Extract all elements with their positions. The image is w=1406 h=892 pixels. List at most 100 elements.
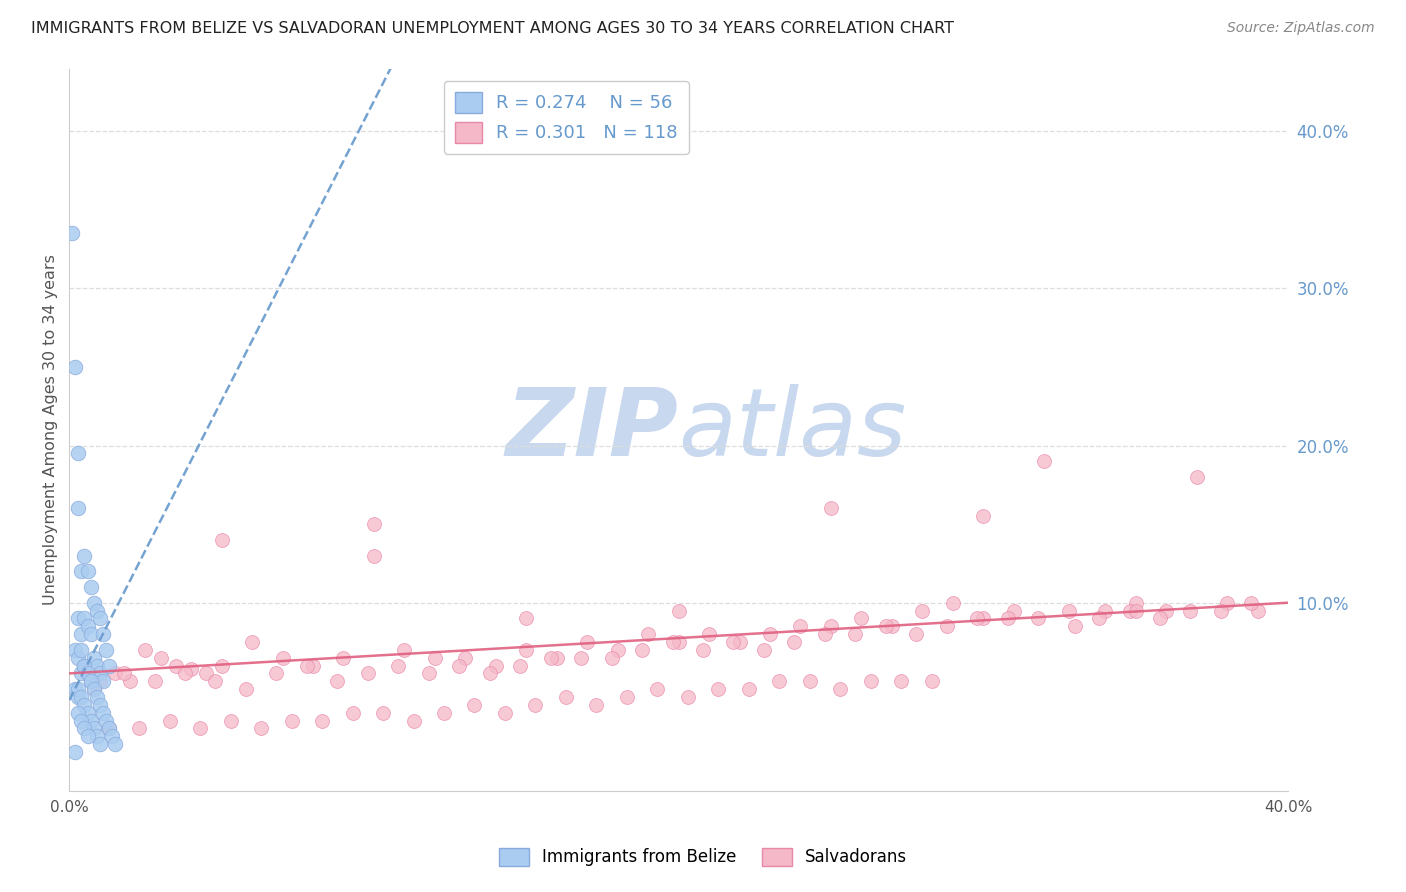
Point <box>73 658 96 673</box>
Point <box>76 706 98 720</box>
Point <box>67 682 90 697</box>
Point <box>789 619 811 633</box>
Point <box>1240 596 1263 610</box>
Point <box>76 729 98 743</box>
Point <box>271 650 294 665</box>
Point <box>101 729 124 743</box>
Point <box>266 666 288 681</box>
Point <box>668 603 690 617</box>
Point <box>94 714 117 728</box>
Point <box>600 650 623 665</box>
Point <box>759 627 782 641</box>
Point <box>851 611 873 625</box>
Point <box>134 643 156 657</box>
Point <box>387 658 409 673</box>
Point <box>342 706 364 720</box>
Point <box>935 619 957 633</box>
Point <box>240 635 263 649</box>
Point <box>363 517 385 532</box>
Point <box>79 714 101 728</box>
Point <box>1057 603 1080 617</box>
Point <box>433 706 456 720</box>
Point <box>97 658 120 673</box>
Point <box>972 611 994 625</box>
Point <box>94 643 117 657</box>
Point <box>91 627 114 641</box>
Text: Source: ZipAtlas.com: Source: ZipAtlas.com <box>1227 21 1375 36</box>
Point <box>83 722 105 736</box>
Point <box>86 690 108 704</box>
Point <box>67 650 90 665</box>
Point <box>83 596 105 610</box>
Point <box>752 643 775 657</box>
Point <box>65 643 87 657</box>
Point <box>540 650 562 665</box>
Point <box>67 706 90 720</box>
Point <box>73 722 96 736</box>
Point <box>89 698 111 712</box>
Point <box>70 690 93 704</box>
Y-axis label: Unemployment Among Ages 30 to 34 years: Unemployment Among Ages 30 to 34 years <box>44 254 58 606</box>
Point <box>997 611 1019 625</box>
Text: atlas: atlas <box>679 384 907 475</box>
Point <box>1118 603 1140 617</box>
Point <box>89 674 111 689</box>
Point <box>128 722 150 736</box>
Point <box>67 690 90 704</box>
Point <box>859 674 882 689</box>
Point <box>966 611 988 625</box>
Point <box>149 650 172 665</box>
Point <box>67 611 90 625</box>
Point <box>86 603 108 617</box>
Point <box>1125 596 1147 610</box>
Point <box>423 650 446 665</box>
Point <box>875 619 897 633</box>
Point <box>79 674 101 689</box>
Point <box>195 666 218 681</box>
Point <box>219 714 242 728</box>
Point <box>509 658 531 673</box>
Point <box>697 627 720 641</box>
Point <box>332 650 354 665</box>
Point <box>524 698 547 712</box>
Point <box>631 643 654 657</box>
Point <box>515 643 537 657</box>
Point <box>783 635 806 649</box>
Point <box>768 674 790 689</box>
Point <box>921 674 943 689</box>
Point <box>463 698 485 712</box>
Point <box>637 627 659 641</box>
Point <box>70 564 93 578</box>
Point <box>76 666 98 681</box>
Text: IMMIGRANTS FROM BELIZE VS SALVADORAN UNEMPLOYMENT AMONG AGES 30 TO 34 YEARS CORR: IMMIGRANTS FROM BELIZE VS SALVADORAN UNE… <box>31 21 953 37</box>
Point <box>91 706 114 720</box>
Legend: R = 0.274    N = 56, R = 0.301   N = 118: R = 0.274 N = 56, R = 0.301 N = 118 <box>444 81 689 153</box>
Point <box>70 643 93 657</box>
Point <box>585 698 607 712</box>
Point <box>79 627 101 641</box>
Point <box>1063 619 1085 633</box>
Point <box>70 627 93 641</box>
Point <box>70 666 93 681</box>
Point <box>394 643 416 657</box>
Point <box>606 643 628 657</box>
Point <box>1033 454 1056 468</box>
Point <box>311 714 333 728</box>
Point <box>363 549 385 563</box>
Point <box>1149 611 1171 625</box>
Point <box>104 737 127 751</box>
Point <box>83 650 105 665</box>
Point <box>76 666 98 681</box>
Point <box>235 682 257 697</box>
Point <box>844 627 866 641</box>
Point <box>73 549 96 563</box>
Point <box>211 533 233 547</box>
Point <box>67 446 90 460</box>
Point <box>326 674 349 689</box>
Point <box>799 674 821 689</box>
Point <box>83 682 105 697</box>
Point <box>576 635 599 649</box>
Point <box>112 666 135 681</box>
Point <box>97 722 120 736</box>
Point <box>86 729 108 743</box>
